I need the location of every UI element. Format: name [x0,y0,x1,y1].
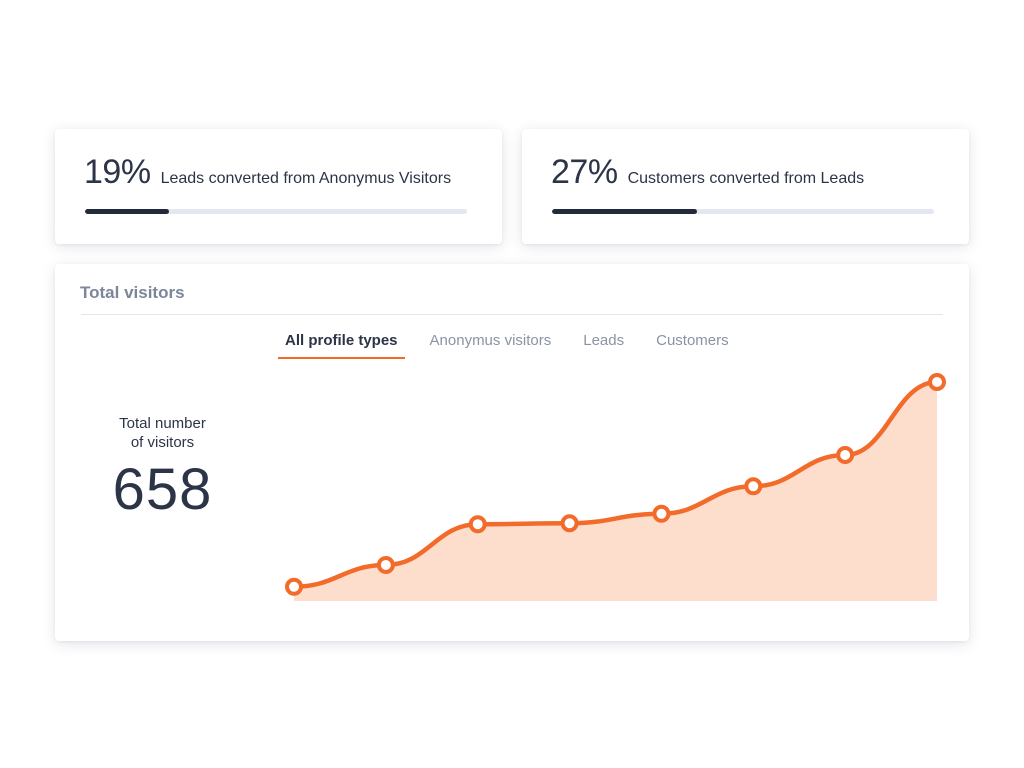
tab-all-profile-types[interactable]: All profile types [278,330,405,359]
profile-type-tabs: All profile types Anonymus visitors Lead… [278,330,754,359]
stat-value: 19% [84,153,151,191]
tab-customers[interactable]: Customers [656,332,729,349]
total-label: Total number of visitors [119,415,206,451]
stat-card-customers: 27% Customers converted from Leads [522,129,969,244]
stat-row: 19% Leads converted from Anonymus Visito… [84,153,451,192]
tab-leads[interactable]: Leads [583,332,625,349]
chart-point [285,577,303,596]
stat-card-leads: 19% Leads converted from Anonymus Visito… [55,129,502,244]
visitors-area-chart [285,373,946,601]
progress-bar [552,209,934,214]
stat-row: 27% Customers converted from Leads [551,153,864,192]
stat-label: Customers converted from Leads [627,170,865,187]
total-visitors-card: Total visitors All profile types Anonymu… [55,264,969,641]
total-value: 658 [112,457,213,522]
tab-anonymus-visitors[interactable]: Anonymus visitors [429,332,552,349]
progress-fill [552,209,698,214]
chart-point [836,446,855,465]
divider [81,314,943,315]
stat-label: Leads converted from Anonymus Visitors [160,170,452,187]
total-visitors-block: Total number of visitors 658 [55,414,270,523]
chart-point [744,477,763,496]
chart-point [652,504,671,523]
chart-point [468,515,487,534]
progress-bar [85,209,467,214]
chart-points [285,373,946,596]
progress-fill [85,209,170,214]
chart-point [560,514,579,533]
card-title: Total visitors [80,283,185,302]
chart-point [376,555,395,574]
chart-point [928,373,946,392]
stat-value: 27% [551,153,618,191]
chart-area-fill [294,382,937,601]
